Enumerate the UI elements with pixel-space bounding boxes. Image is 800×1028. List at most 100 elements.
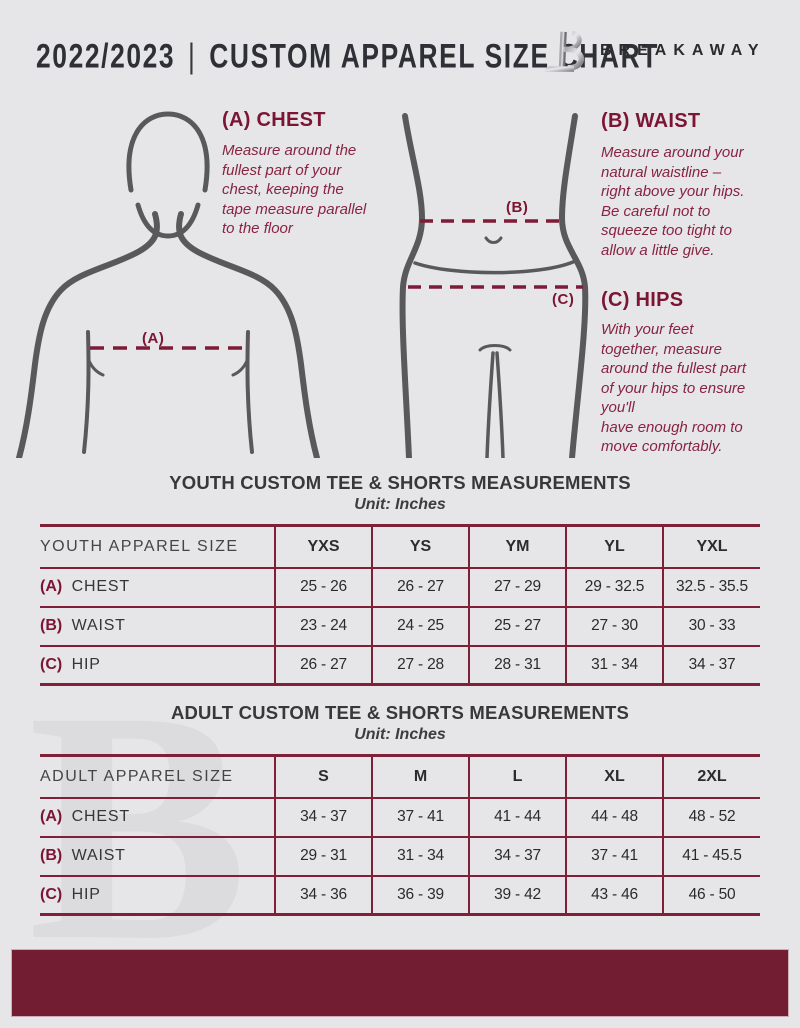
figure-crotch-curve [478,344,512,352]
adult-chest-m: 37 - 41 [371,796,470,838]
adult-chest-row: (A) CHEST 34 - 37 37 - 41 41 - 44 44 - 4… [40,796,760,838]
waist-section-heading: (B) WAIST [601,110,701,132]
figure-left-armpit-tick [86,356,105,377]
row-marker: (C) [40,655,63,673]
row-label: WAIST [71,617,126,634]
adult-hip-l: 39 - 42 [468,874,567,916]
adult-chest-xl: 44 - 48 [565,796,664,838]
youth-table-title: YOUTH CUSTOM TEE & SHORTS MEASUREMENTS [169,472,631,493]
title-year: 2022/2023 [36,36,176,75]
row-marker: (C) [40,885,63,903]
figure-right-chest-line [245,330,254,454]
hips-section-heading: (C) HIPS [601,289,684,311]
brand-logo: BREAKAWAY [538,26,766,76]
title-separator: | [188,36,197,75]
hips-marker-label: (C) [552,291,575,308]
adult-size-2xl: 2XL [662,754,760,799]
figure-hip-crease [413,260,575,275]
youth-chest-ym: 27 - 29 [468,566,567,608]
row-marker: (B) [40,847,63,864]
row-label: HIP [71,655,101,673]
youth-size-table: YOUTH APPAREL SIZE YXS YS YM YL YXL (A) … [40,524,760,686]
youth-chest-ys: 26 - 27 [371,566,470,608]
figure-left-inner-leg [485,351,495,458]
row-label: WAIST [71,847,126,864]
upper-body-figure [16,111,320,458]
youth-size-yl: YL [565,524,664,569]
adult-waist-row: (B) WAIST 29 - 31 31 - 34 34 - 37 37 - 4… [40,835,760,877]
figure-left-chest-line [82,330,91,454]
youth-chest-yl: 29 - 32.5 [565,566,664,608]
figure-left-shoulder-arm [16,211,160,458]
lower-body-figure [399,113,589,458]
adult-waist-xl: 37 - 41 [565,835,664,877]
youth-size-ys: YS [371,524,470,569]
adult-waist-s: 29 - 31 [274,835,373,877]
row-marker: (B) [40,617,63,634]
adult-chest-l: 41 - 44 [468,796,567,838]
adult-size-label: ADULT APPAREL SIZE [40,754,276,799]
chest-section-heading: (A) CHEST [222,109,326,131]
figure-left-torso-leg [399,113,426,458]
adult-hip-xl: 43 - 46 [565,874,664,916]
adult-size-m: M [371,754,470,799]
youth-size-yxs: YXS [274,524,373,569]
waist-section-description: Measure around your natural waistline – … [601,144,745,259]
youth-table-unit: Unit: Inches [354,496,446,513]
breakaway-monogram-icon [542,31,585,72]
row-label: HIP [71,885,101,903]
figure-right-shoulder-arm [176,211,320,458]
youth-waist-ym: 25 - 27 [468,605,567,647]
adult-table-title: ADULT CUSTOM TEE & SHORTS MEASUREMENTS [170,702,630,723]
youth-size-yxl: YXL [662,524,760,569]
youth-hip-ys: 27 - 28 [371,644,470,686]
chest-section-description: Measure around the fullest part of your … [222,142,367,237]
youth-size-ym: YM [468,524,567,569]
youth-hip-yxs: 26 - 27 [274,644,373,686]
youth-waist-yxl: 30 - 33 [662,605,760,647]
adult-table-unit: Unit: Inches [354,726,446,743]
youth-hip-row: (C) HIP 26 - 27 27 - 28 28 - 31 31 - 34 … [40,644,760,686]
row-marker: (A) [40,808,63,825]
adult-size-l: L [468,754,567,799]
youth-waist-row: (B) WAIST 23 - 24 24 - 25 25 - 27 27 - 3… [40,605,760,647]
youth-hip-ym: 28 - 31 [468,644,567,686]
row-label: CHEST [71,808,130,825]
youth-hip-yl: 31 - 34 [565,644,664,686]
brand-name: BREAKAWAY [600,42,766,59]
adult-size-s: S [274,754,373,799]
youth-waist-yl: 27 - 30 [565,605,664,647]
figure-navel [484,236,503,244]
youth-waist-ys: 24 - 25 [371,605,470,647]
figure-jaw-outline [135,202,201,239]
footer-bar [11,949,789,1017]
adult-table-header-row: ADULT APPAREL SIZE S M L XL 2XL [40,754,760,799]
row-label: CHEST [71,578,130,595]
youth-waist-yxs: 23 - 24 [274,605,373,647]
youth-chest-row: (A) CHEST 25 - 26 26 - 27 27 - 29 29 - 3… [40,566,760,608]
hips-section-description: With your feet together, measure around … [601,321,747,455]
adult-hip-s: 34 - 36 [274,874,373,916]
youth-size-label: YOUTH APPAREL SIZE [40,524,276,569]
adult-waist-m: 31 - 34 [371,835,470,877]
adult-waist-l: 34 - 37 [468,835,567,877]
adult-hip-m: 36 - 39 [371,874,470,916]
adult-chest-2xl: 48 - 52 [662,796,760,838]
figure-head-outline [126,111,210,193]
youth-hip-yxl: 34 - 37 [662,644,760,686]
adult-hip-2xl: 46 - 50 [662,874,760,916]
adult-waist-2xl: 41 - 45.5 [662,835,760,877]
adult-size-table: ADULT APPAREL SIZE S M L XL 2XL (A) CHES… [40,754,760,916]
waist-marker-label: (B) [506,199,529,216]
figure-right-inner-leg [495,351,505,458]
row-marker: (A) [40,578,63,595]
adult-hip-row: (C) HIP 34 - 36 36 - 39 39 - 42 43 - 46 … [40,874,760,916]
adult-size-xl: XL [565,754,664,799]
figure-right-armpit-tick [231,356,250,377]
chest-marker-label: (A) [142,330,165,347]
youth-table-header-row: YOUTH APPAREL SIZE YXS YS YM YL YXL [40,524,760,569]
youth-chest-yxl: 32.5 - 35.5 [662,566,760,608]
adult-chest-s: 34 - 37 [274,796,373,838]
youth-chest-yxs: 25 - 26 [274,566,373,608]
